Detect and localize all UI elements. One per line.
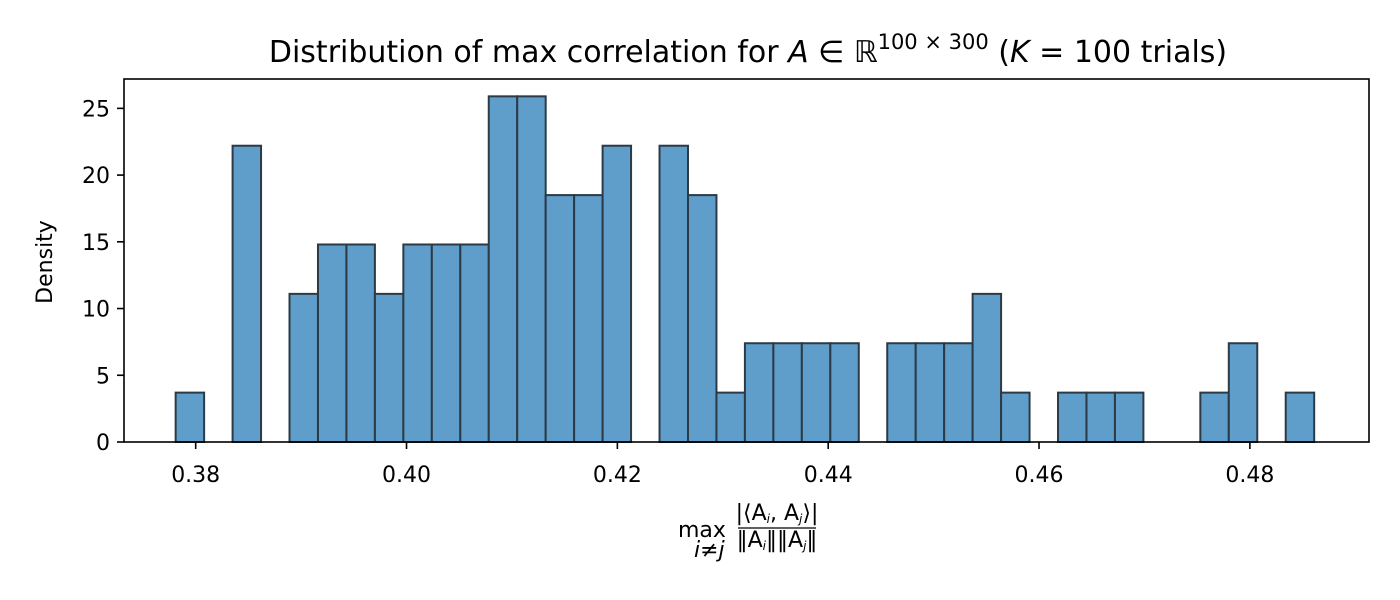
histogram-bars [174,95,1316,444]
x-tick-label: 0.48 [1225,463,1274,488]
num-open: |⟨A [736,501,767,526]
histogram-bar [800,342,832,443]
y-tick-label: 0 [96,431,110,456]
histogram-bar [174,391,206,444]
histogram-bar [658,144,689,443]
histogram-bar [345,243,376,443]
y-tick-label: 10 [82,298,110,323]
histogram-bar [715,391,746,444]
y-tick-label: 25 [82,97,110,122]
histogram-bar [1284,391,1316,444]
title-dims: 100 × 300 [878,30,989,54]
histogram-bar [316,243,348,443]
den-open: ‖A [737,528,763,553]
histogram-bar [459,243,490,443]
num-j: j [797,512,803,526]
y-tick-label: 20 [82,164,110,189]
histogram-bar [516,95,547,443]
histogram-bar [288,292,319,444]
x-label-max: max [678,518,726,543]
title-var-k: K [1010,35,1032,70]
y-axis-label: Density [33,220,58,304]
histogram-bar [573,194,604,443]
den-i: i [763,539,767,553]
title-real-symbol: ℝ [854,35,878,70]
title-var-a: A [786,35,809,70]
x-tick-label: 0.42 [593,463,642,488]
num-mid: , A [770,501,799,526]
x-tick-label: 0.38 [171,463,220,488]
histogram-bar [943,342,974,443]
x-axis-label: max i≠j |⟨Ai, Aj⟩| ‖Ai‖‖Aj‖ [678,501,818,563]
title-open-paren: ( [989,35,1010,70]
chart-title: Distribution of max correlation for A ∈ … [269,30,1227,70]
histogram-bar [886,342,917,443]
histogram-bar [601,144,633,443]
plot-frame [123,78,1370,443]
num-i: i [767,512,771,526]
histogram-bar [914,342,946,443]
den-end: ‖ [806,528,817,553]
histogram-bar [829,342,860,443]
histogram-bar [373,292,405,444]
title-prefix: Distribution of max correlation for [269,35,788,70]
histogram-bar [1000,391,1031,444]
den-j: j [801,539,807,553]
histogram-bar [487,95,519,443]
title-trials: = 100 trials) [1030,35,1228,70]
histogram-bar [430,243,462,443]
y-tick-label: 5 [96,364,110,389]
x-label-subscript: i≠j [694,538,726,563]
y-tick-label: 15 [82,231,110,256]
histogram-bar [1227,342,1259,443]
histogram-bar [743,342,775,443]
histogram-bar [544,194,576,443]
y-axis-ticks: 0 5 10 15 20 25 [82,97,124,456]
num-end: ⟩| [802,501,818,526]
histogram-bar [402,243,433,443]
histogram-bar [1199,391,1230,444]
x-label-denominator: ‖Ai‖‖Aj‖ [737,528,818,553]
x-axis-ticks: 0.38 0.40 0.42 0.44 0.46 0.48 [171,442,1274,488]
histogram-bar [1057,391,1088,444]
histogram-bar [971,292,1003,444]
histogram-bar [1113,391,1145,444]
x-tick-label: 0.44 [804,463,853,488]
title-in-symbol: ∈ [809,35,854,70]
histogram-bar [772,342,803,443]
den-mid: ‖‖A [766,528,803,553]
x-tick-label: 0.40 [382,463,431,488]
histogram-bar [1085,391,1116,444]
histogram-bar [686,194,718,443]
x-tick-label: 0.46 [1015,463,1064,488]
x-label-numerator: |⟨Ai, Aj⟩| [736,501,819,526]
histogram-bar [231,144,263,443]
